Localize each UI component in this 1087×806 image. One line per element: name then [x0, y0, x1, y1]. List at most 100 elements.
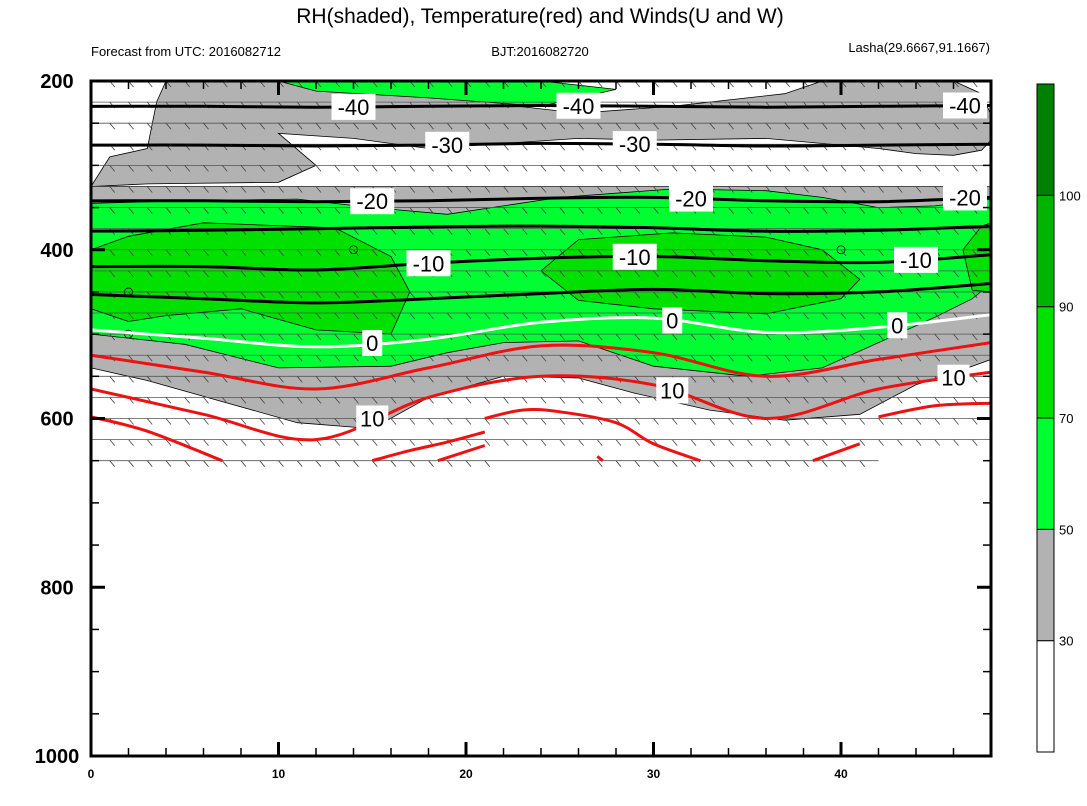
wind-barb: [690, 333, 697, 341]
wind-barb: [634, 333, 641, 341]
y-tick-label: 800: [40, 577, 73, 599]
wind-barb: [878, 418, 884, 425]
wind-barb: [953, 397, 959, 404]
wind-barb: [203, 397, 209, 404]
wind-barb: [109, 207, 116, 214]
wind-barb: [146, 460, 153, 467]
wind-barb: [334, 439, 341, 446]
wind-barb: [878, 376, 884, 383]
wind-barb: [709, 270, 716, 278]
wind-barb: [259, 312, 266, 320]
wind-barb: [765, 312, 772, 320]
wind-barb: [315, 354, 322, 362]
wind-barb: [353, 397, 359, 404]
wind-barb: [709, 249, 716, 257]
wind-barb: [971, 165, 978, 172]
isotherm-line: [91, 313, 991, 349]
wind-barb: [334, 354, 341, 362]
wind-barb: [184, 460, 191, 467]
wind-barb: [465, 165, 472, 172]
wind-barb: [221, 354, 228, 362]
wind-barb: [784, 249, 791, 257]
wind-barb: [690, 460, 697, 467]
contour-label-bg: [943, 184, 987, 211]
wind-barb: [465, 460, 472, 467]
wind-barb: [128, 207, 134, 214]
wind-barb: [803, 418, 809, 425]
wind-barb: [915, 333, 922, 341]
wind-barb: [484, 460, 491, 467]
wind-barb: [240, 186, 247, 193]
isotherm-line: [91, 195, 991, 204]
wind-barb: [315, 207, 322, 214]
wind-barb: [971, 376, 978, 383]
wind-barb: [203, 165, 209, 172]
wind-barb: [596, 460, 603, 467]
wind-barb: [971, 354, 978, 362]
wind-barb: [371, 397, 378, 404]
wind-barb: [146, 249, 153, 257]
wind-barb: [278, 207, 284, 214]
wind-barb: [184, 312, 191, 320]
wind-barb: [484, 122, 491, 130]
wind-barb: [634, 270, 641, 278]
wind-barb: [634, 397, 641, 404]
wind-barb: [165, 249, 172, 257]
wind-barb: [240, 165, 247, 172]
wind-barb: [334, 460, 341, 467]
wind-barb: [859, 270, 866, 278]
wind-barb: [615, 122, 622, 130]
wind-barb: [859, 376, 866, 383]
wind-barb: [146, 165, 153, 172]
wind-barb: [165, 376, 172, 383]
wind-barb: [503, 439, 509, 446]
wind-barb: [390, 418, 397, 425]
wind-barb: [728, 312, 734, 320]
wind-barb: [934, 165, 941, 172]
wind-barb: [409, 228, 416, 235]
wind-barb: [296, 418, 303, 425]
wind-barb: [803, 333, 809, 341]
wind-barb: [409, 354, 416, 362]
wind-barb: [484, 439, 491, 446]
wind-barb: [596, 186, 603, 193]
wind-barb: [296, 460, 303, 467]
wind-barb: [840, 122, 847, 130]
wind-barb: [521, 122, 528, 130]
isotherm-line: [596, 455, 604, 462]
wind-barb: [540, 144, 547, 151]
wind-barb: [840, 354, 847, 362]
wind-barb: [653, 460, 659, 467]
contour-label: -40: [949, 93, 981, 118]
wind-barb: [240, 122, 247, 130]
wind-barb: [915, 207, 922, 214]
wind-barb: [259, 354, 266, 362]
wind-barb: [371, 439, 378, 446]
wind-barb: [446, 397, 453, 404]
wind-barb: [390, 312, 397, 320]
wind-barb: [484, 397, 491, 404]
wind-barb: [521, 397, 528, 404]
wind-barb: [259, 186, 266, 193]
contour-label-bg: [669, 185, 713, 212]
wind-barb: [765, 270, 772, 278]
wind-barb: [559, 439, 566, 446]
wind-barb: [578, 228, 584, 235]
wind-barb: [671, 270, 678, 278]
wind-barb: [503, 270, 509, 278]
wind-barb: [784, 376, 791, 383]
isotherm-line: [91, 253, 991, 272]
wind-barb: [709, 418, 716, 425]
wind-barb: [240, 207, 247, 214]
wind-barb: [353, 270, 359, 278]
wind-barb: [765, 439, 772, 446]
wind-barb: [296, 165, 303, 172]
wind-barb: [803, 376, 809, 383]
wind-barb: [259, 270, 266, 278]
contour-label: 10: [941, 366, 965, 391]
colorbar-label: 100: [1059, 188, 1081, 203]
wind-barb: [578, 122, 584, 130]
wind-barb: [765, 354, 772, 362]
wind-barb: [315, 460, 322, 467]
wind-barb: [540, 418, 547, 425]
